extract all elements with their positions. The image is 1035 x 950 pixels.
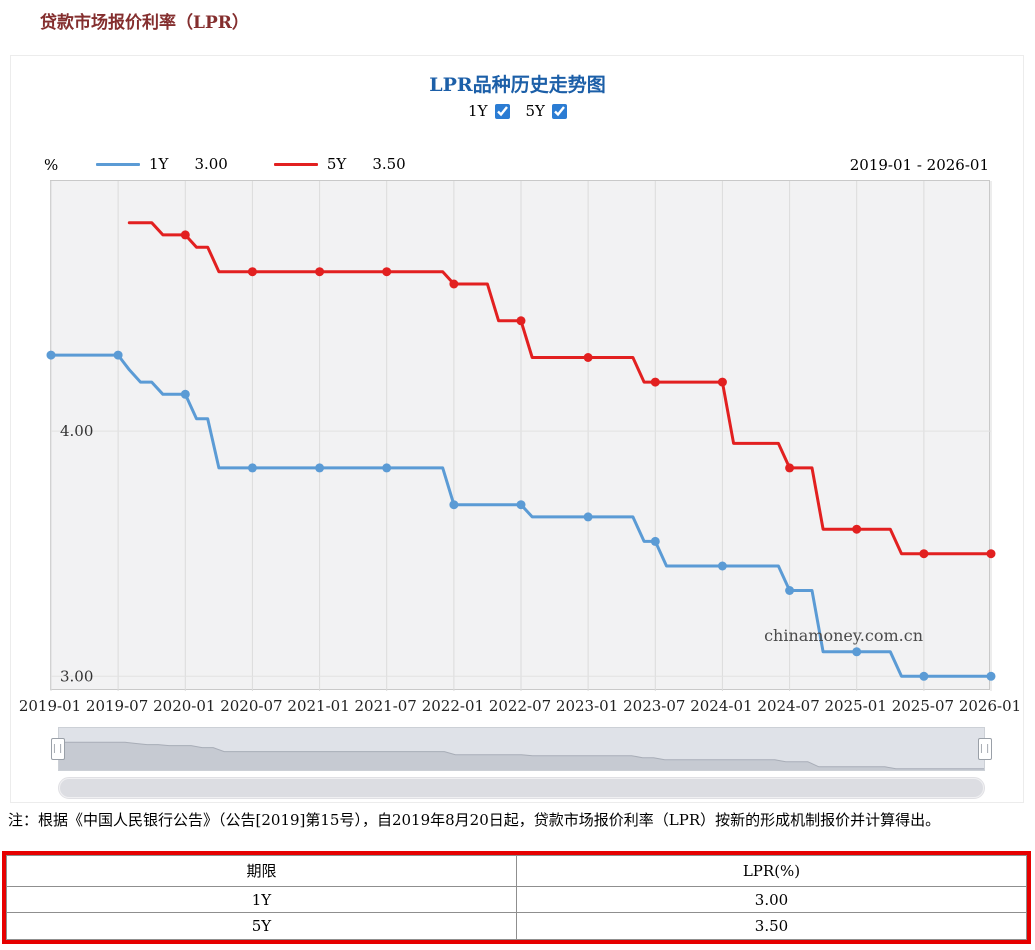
series-marker-1y[interactable] (919, 671, 929, 681)
series-marker-5y[interactable] (717, 377, 727, 387)
table-header-lpr: LPR(%) (516, 855, 1027, 887)
y-axis-label: 3.00 (60, 667, 93, 685)
series-marker-1y[interactable] (516, 500, 526, 510)
x-axis-label: 2026-01 (958, 697, 1022, 715)
chart-title: LPR品种历史走势图 (429, 74, 606, 96)
table-cell-term: 1Y (6, 885, 517, 914)
series-marker-5y[interactable] (650, 377, 660, 387)
series-marker-5y[interactable] (315, 267, 325, 277)
navigator-data-line (59, 741, 984, 770)
x-axis-label: 2019-01 (18, 697, 82, 715)
x-axis-label: 2021-01 (287, 697, 350, 715)
series-marker-1y[interactable] (382, 463, 392, 473)
series-marker-1y[interactable] (852, 647, 862, 657)
series-marker-5y[interactable] (919, 549, 929, 559)
series-marker-1y[interactable] (315, 463, 325, 473)
footnote: 注：根据《中国人民银行公告》（公告[2019]第15号），自2019年8月20日… (8, 811, 941, 829)
x-axis-label: 2024-07 (757, 697, 820, 715)
y-axis-unit: % (44, 156, 59, 174)
legend-line-icon-5y[interactable] (273, 162, 318, 166)
x-axis-label: 2023-07 (623, 697, 686, 715)
series-marker-5y[interactable] (180, 230, 190, 240)
series-marker-5y[interactable] (583, 353, 593, 362)
x-axis-label: 2025-01 (824, 697, 887, 715)
lpr-table: 期限 LPR(%) 1Y 3.00 5Y 3.50 (6, 855, 1027, 940)
series-marker-1y[interactable] (247, 463, 257, 473)
series-marker-5y[interactable] (449, 279, 459, 289)
series-marker-1y[interactable] (449, 500, 459, 510)
x-axis-label: 2023-01 (555, 697, 619, 715)
series-marker-1y[interactable] (785, 586, 795, 595)
x-axis-label: 2022-01 (421, 697, 485, 715)
table-cell-rate: 3.00 (516, 885, 1027, 914)
checkbox-1y-icon[interactable] (494, 103, 510, 119)
series-marker-5y[interactable] (785, 463, 795, 473)
toggle-1y-label: 1Y (468, 102, 488, 120)
highlight-annotation: 期限 LPR(%) 1Y 3.00 5Y 3.50 (2, 851, 1031, 944)
series-marker-1y[interactable] (180, 389, 190, 399)
legend-label-5y[interactable]: 5Y (326, 155, 347, 173)
series-marker-5y[interactable] (382, 267, 392, 277)
series-toggles: 1Y 5Y (0, 102, 1035, 120)
scrollbar-thumb[interactable] (60, 779, 983, 797)
table-row: 1Y 3.00 (6, 885, 1027, 914)
checkbox-5y-icon[interactable] (551, 103, 567, 119)
series-marker-5y[interactable] (852, 524, 862, 534)
x-axis-labels: 2019-01 2019-07 2020-01 2020-07 2021-01 2021-… (19, 697, 1021, 717)
toggle-1y[interactable]: 1Y (468, 102, 525, 120)
series-marker-1y[interactable] (650, 536, 660, 546)
y-axis-label: 4.00 (60, 422, 93, 440)
series-marker-5y[interactable] (516, 316, 526, 326)
line-chart[interactable]: 3.00 4.00 (46, 181, 996, 691)
table-cell-term: 5Y (6, 912, 517, 940)
navigator-preview (59, 741, 984, 770)
x-axis-label: 2021-07 (354, 697, 417, 715)
legend-value-5y: 3.50 (372, 155, 406, 173)
series-marker-5y[interactable] (247, 267, 257, 277)
series-marker-1y[interactable] (113, 350, 123, 360)
horizontal-scrollbar[interactable] (58, 777, 985, 799)
navigator-data-shadow (59, 742, 984, 770)
x-axis-label: 2025-07 (891, 697, 955, 715)
plot-area[interactable]: 3.00 4.00 chinamoney.com.cn (46, 180, 996, 691)
toggle-5y-label: 5Y (525, 102, 545, 120)
table-header-term: 期限 (6, 855, 517, 887)
toggle-5y[interactable]: 5Y (526, 102, 567, 120)
range-navigator[interactable]: || || (51, 727, 992, 771)
table-cell-rate: 3.50 (516, 912, 1027, 940)
series-marker-1y[interactable] (583, 512, 593, 522)
x-axis-label: 2019-07 (85, 697, 149, 715)
x-axis-label: 2024-01 (690, 697, 753, 715)
series-marker-1y[interactable] (717, 561, 727, 571)
table-row: 5Y 3.50 (6, 912, 1027, 940)
legend: 1Y 3.00 5Y 3.50 (96, 155, 452, 173)
series-marker-5y[interactable] (986, 549, 996, 559)
x-axis-label: 2020-01 (153, 697, 216, 715)
date-range-label: 2019-01 - 2026-01 (849, 156, 989, 174)
watermark: chinamoney.com.cn (764, 626, 923, 645)
legend-line-icon-1y[interactable] (96, 162, 140, 166)
x-axis-label: 2022-07 (488, 697, 552, 715)
page-title: 贷款市场报价利率（LPR） (40, 13, 249, 33)
table-header-row: 期限 LPR(%) (6, 855, 1027, 887)
navigator-left-handle[interactable]: || (51, 738, 65, 760)
x-axis-label: 2020-07 (220, 697, 283, 715)
legend-label-1y[interactable]: 1Y (149, 155, 169, 173)
legend-value-1y: 3.00 (194, 155, 228, 173)
navigator-right-handle[interactable]: || (978, 738, 992, 760)
series-marker-1y[interactable] (46, 350, 56, 360)
series-marker-1y[interactable] (986, 671, 996, 681)
series-line-5y[interactable] (127, 221, 993, 556)
